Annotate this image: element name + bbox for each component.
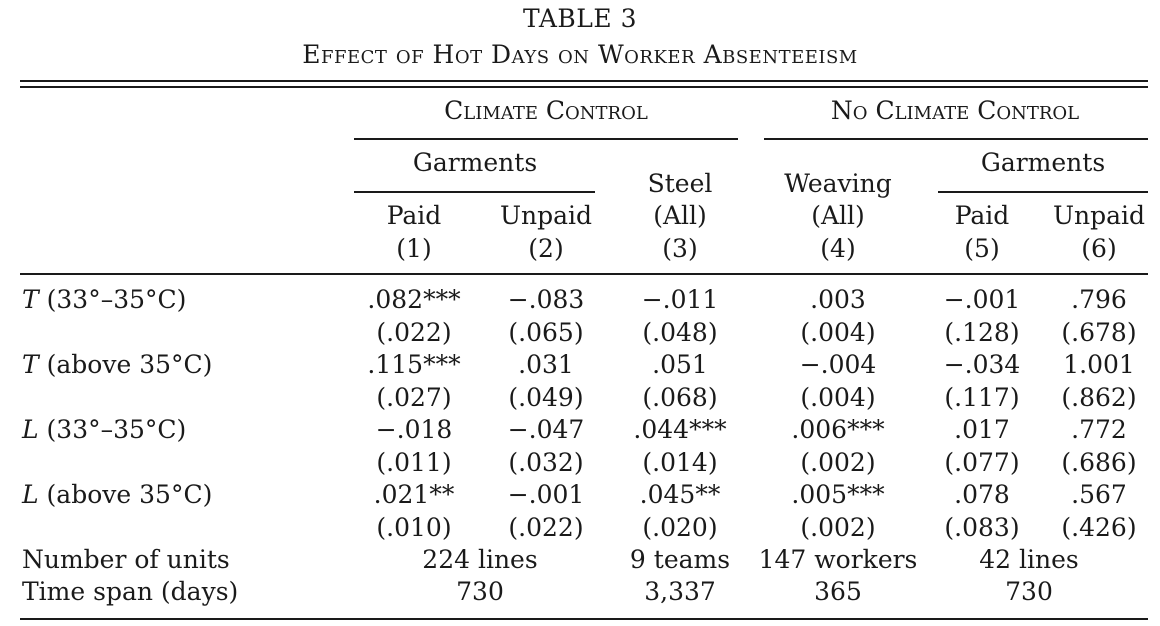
standard-error-cell: (.068) xyxy=(642,383,718,412)
row-label-variable: T xyxy=(22,350,39,379)
row-label-variable: T xyxy=(22,285,39,314)
column-number-6: (6) xyxy=(1081,234,1117,263)
subgroup-header-garments-ncc: Garments xyxy=(980,148,1106,177)
column-number-5: (5) xyxy=(964,234,1000,263)
standard-error-cell: (.862) xyxy=(1061,383,1137,412)
coefficient-cell: .044*** xyxy=(633,415,727,444)
standard-error-cell: (.020) xyxy=(642,513,718,542)
standard-error-cell: (.686) xyxy=(1061,448,1137,477)
coefficient-cell: .045** xyxy=(639,480,721,509)
standard-error-cell: (.048) xyxy=(642,318,718,347)
column-number-1: (1) xyxy=(396,234,432,263)
group-underline-climate-control xyxy=(354,138,738,140)
row-label-text: (above 35°C) xyxy=(38,350,213,379)
column-number-2: (2) xyxy=(528,234,564,263)
row-label: L (33°–35°C) xyxy=(22,415,186,445)
standard-error-cell: (.065) xyxy=(508,318,584,347)
standard-error-cell: (.049) xyxy=(508,383,584,412)
subgroup-underline-garments-cc xyxy=(354,191,595,193)
row-label-variable: L xyxy=(22,415,39,444)
coefficient-cell: .006*** xyxy=(791,415,885,444)
standard-error-cell: (.010) xyxy=(376,513,452,542)
column-header-all-3: (All) xyxy=(653,201,707,230)
column-header-unpaid-2: Unpaid xyxy=(499,201,593,230)
footer-cell: 3,337 xyxy=(644,577,716,606)
column-header-all-4: (All) xyxy=(811,201,865,230)
coefficient-cell: .796 xyxy=(1071,285,1127,314)
column-header-weaving: Weaving xyxy=(784,169,892,198)
coefficient-cell: .051 xyxy=(652,350,708,379)
standard-error-cell: (.083) xyxy=(944,513,1020,542)
coefficient-cell: −.001 xyxy=(507,480,585,509)
group-header-no-climate-control: No Climate Control xyxy=(830,96,1080,125)
column-number-4: (4) xyxy=(820,234,856,263)
standard-error-cell: (.022) xyxy=(376,318,452,347)
coefficient-cell: −.001 xyxy=(943,285,1021,314)
standard-error-cell: (.002) xyxy=(800,448,876,477)
row-label-variable: L xyxy=(22,480,39,509)
bottom-rule xyxy=(20,618,1148,620)
top-rule xyxy=(20,80,1148,82)
subgroup-header-garments-cc: Garments xyxy=(412,148,538,177)
coefficient-cell: −.004 xyxy=(799,350,877,379)
row-label: T (above 35°C) xyxy=(22,350,212,380)
standard-error-cell: (.678) xyxy=(1061,318,1137,347)
coefficient-cell: .115*** xyxy=(367,350,461,379)
coefficient-cell: .005*** xyxy=(791,480,885,509)
footer-cell: 9 teams xyxy=(629,545,731,574)
column-header-steel: Steel xyxy=(647,169,713,198)
footer-row-label: Time span (days) xyxy=(22,577,239,606)
column-header-paid-1: Paid xyxy=(386,201,442,230)
table-caption: Effect of Hot Days on Worker Absenteeism xyxy=(302,40,858,69)
coefficient-cell: .567 xyxy=(1071,480,1127,509)
coefficient-cell: 1.001 xyxy=(1063,350,1135,379)
row-label-text: (33°–35°C) xyxy=(38,285,187,314)
row-label-text: (above 35°C) xyxy=(38,480,213,509)
coefficient-cell: .021** xyxy=(373,480,455,509)
group-underline-no-climate-control xyxy=(764,138,1148,140)
coefficient-cell: −.034 xyxy=(943,350,1021,379)
coefficient-cell: −.083 xyxy=(507,285,585,314)
footer-cell: 224 lines xyxy=(422,545,538,574)
table-number: TABLE 3 xyxy=(523,4,637,33)
coefficient-cell: .031 xyxy=(518,350,574,379)
standard-error-cell: (.032) xyxy=(508,448,584,477)
top-rule-second xyxy=(20,86,1148,88)
standard-error-cell: (.014) xyxy=(642,448,718,477)
subgroup-underline-garments-ncc xyxy=(938,191,1148,193)
coefficient-cell: .003 xyxy=(810,285,866,314)
footer-cell: 730 xyxy=(1005,577,1053,606)
coefficient-cell: .772 xyxy=(1071,415,1127,444)
header-rule xyxy=(20,273,1148,275)
standard-error-cell: (.128) xyxy=(944,318,1020,347)
row-label-text: (33°–35°C) xyxy=(38,415,187,444)
standard-error-cell: (.011) xyxy=(376,448,452,477)
footer-row-label: Number of units xyxy=(22,545,230,574)
standard-error-cell: (.027) xyxy=(376,383,452,412)
coefficient-cell: .017 xyxy=(954,415,1010,444)
coefficient-cell: .082*** xyxy=(367,285,461,314)
group-header-climate-control: Climate Control xyxy=(444,96,648,125)
standard-error-cell: (.117) xyxy=(944,383,1020,412)
footer-cell: 365 xyxy=(814,577,862,606)
row-label: L (above 35°C) xyxy=(22,480,212,510)
standard-error-cell: (.004) xyxy=(800,383,876,412)
coefficient-cell: .078 xyxy=(954,480,1010,509)
standard-error-cell: (.426) xyxy=(1061,513,1137,542)
column-number-3: (3) xyxy=(662,234,698,263)
standard-error-cell: (.004) xyxy=(800,318,876,347)
standard-error-cell: (.022) xyxy=(508,513,584,542)
standard-error-cell: (.077) xyxy=(944,448,1020,477)
footer-cell: 42 lines xyxy=(979,545,1079,574)
row-label: T (33°–35°C) xyxy=(22,285,186,315)
column-header-unpaid-6: Unpaid xyxy=(1052,201,1146,230)
coefficient-cell: −.018 xyxy=(375,415,453,444)
footer-cell: 147 workers xyxy=(758,545,918,574)
column-header-paid-5: Paid xyxy=(954,201,1010,230)
coefficient-cell: −.047 xyxy=(507,415,585,444)
standard-error-cell: (.002) xyxy=(800,513,876,542)
footer-cell: 730 xyxy=(456,577,504,606)
coefficient-cell: −.011 xyxy=(641,285,719,314)
